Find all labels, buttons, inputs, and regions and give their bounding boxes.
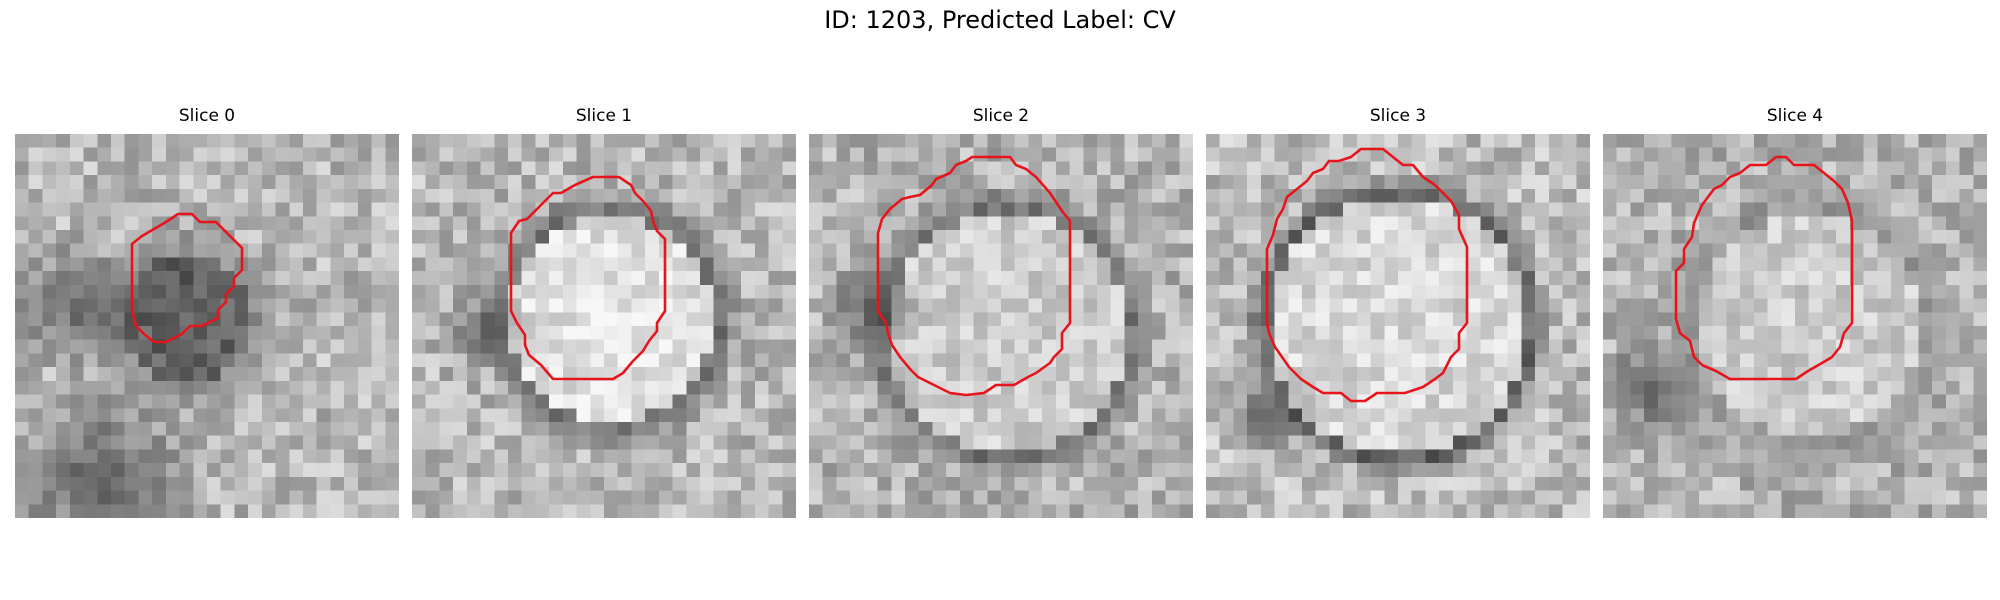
slice-image-0 bbox=[15, 134, 399, 518]
segmentation-contour bbox=[876, 155, 1072, 397]
contour-line bbox=[1674, 155, 1854, 381]
slice-title-0: Slice 0 bbox=[178, 106, 236, 126]
slice-panel-4: Slice 4 bbox=[1603, 106, 1987, 518]
segmentation-contour bbox=[1674, 155, 1854, 381]
slice-image-2 bbox=[809, 134, 1193, 518]
segmentation-contour bbox=[130, 212, 244, 344]
contour-line bbox=[130, 212, 244, 344]
slice-image-3 bbox=[1206, 134, 1590, 518]
segmentation-contour bbox=[509, 175, 667, 381]
grayscale-micrograph bbox=[15, 134, 399, 518]
slice-image-1 bbox=[412, 134, 796, 518]
segmentation-contour bbox=[1265, 147, 1469, 403]
grayscale-micrograph bbox=[809, 134, 1193, 518]
slice-title-4: Slice 4 bbox=[1766, 106, 1824, 126]
slice-panel-0: Slice 0 bbox=[15, 106, 399, 518]
slice-title-2: Slice 2 bbox=[972, 106, 1030, 126]
slice-panel-2: Slice 2 bbox=[809, 106, 1193, 518]
grayscale-micrograph bbox=[1603, 134, 1987, 518]
figure-title: ID: 1203, Predicted Label: CV bbox=[824, 6, 1176, 34]
contour-line bbox=[876, 155, 1072, 397]
slice-image-4 bbox=[1603, 134, 1987, 518]
slice-panel-1: Slice 1 bbox=[412, 106, 796, 518]
grayscale-micrograph bbox=[1206, 134, 1590, 518]
slice-title-1: Slice 1 bbox=[575, 106, 633, 126]
grayscale-micrograph bbox=[412, 134, 796, 518]
contour-line bbox=[509, 175, 667, 381]
slice-title-3: Slice 3 bbox=[1369, 106, 1427, 126]
contour-line bbox=[1265, 147, 1469, 403]
slice-panel-3: Slice 3 bbox=[1206, 106, 1590, 518]
